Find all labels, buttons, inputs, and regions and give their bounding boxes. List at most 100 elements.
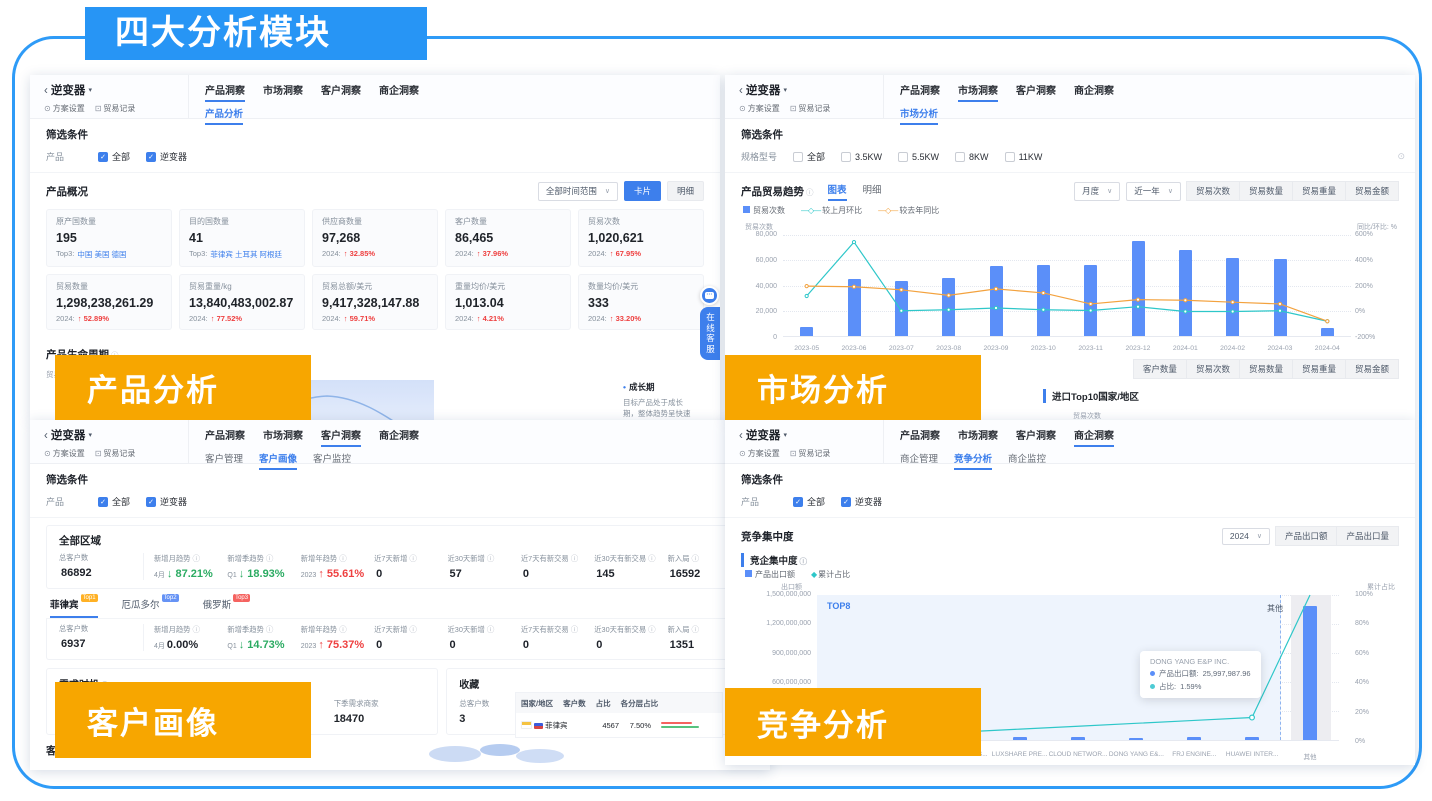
metric-button[interactable]: 贸易重量 (1291, 359, 1346, 379)
table-header-cell: 国家/地区 (521, 698, 554, 708)
main-tab[interactable]: 产品洞察 (900, 86, 940, 97)
spec-checkbox[interactable]: 5.5KW (898, 150, 939, 163)
info-icon: ⓘ (648, 625, 656, 634)
sub-tab[interactable]: 商企管理 (900, 454, 939, 465)
main-tab[interactable]: 客户洞察 (1016, 86, 1056, 97)
main-tab[interactable]: 客户洞察 (1016, 431, 1056, 442)
metric-button[interactable]: 贸易数量 (1238, 181, 1293, 201)
document-icon: ⊡ (789, 104, 797, 113)
metric-button[interactable]: 产品出口额 (1274, 526, 1338, 546)
top8-label: TOP8 (827, 601, 851, 611)
product-checkbox[interactable]: ✓ 逆变器 (146, 495, 187, 508)
view-tab[interactable]: 明细 (862, 184, 882, 196)
online-service-widget[interactable]: ··· 在线客服 (696, 286, 720, 360)
customer-stat: 总客户数 6937 (59, 624, 144, 651)
sub-tab[interactable]: 客户监控 (313, 454, 352, 465)
spec-checkbox[interactable]: 3.5KW (841, 150, 882, 163)
main-tab[interactable]: 商企洞察 (379, 86, 419, 97)
main-tab[interactable]: 市场洞察 (958, 431, 998, 442)
metric-button[interactable]: 产品出口量 (1336, 526, 1399, 546)
sub-tab[interactable]: 产品分析 (205, 106, 244, 125)
time-range-select[interactable]: 全部时间范围 ∨ (537, 181, 618, 201)
metric-button[interactable]: 贸易次数 (1185, 181, 1240, 201)
info-icon: ⓘ (799, 557, 808, 566)
metric-button[interactable]: 贸易金额 (1344, 359, 1399, 379)
trade-records-button[interactable]: ⊡ 贸易记录 (94, 449, 136, 458)
product-selector[interactable]: ‹ 逆变器 ▾ (739, 85, 788, 97)
table-header-cell: 占比 (595, 698, 611, 708)
trade-records-button[interactable]: ⊡ 贸易记录 (789, 449, 831, 458)
main-tab[interactable]: 客户洞察 (321, 427, 361, 447)
scheme-settings-button[interactable]: ⊙ 方案设置 (44, 104, 85, 113)
decorative-frame (12, 36, 1422, 789)
legend-line-icon: ◆ (811, 570, 817, 579)
spec-checkbox[interactable]: 8KW (955, 150, 989, 163)
main-tab[interactable]: 商企洞察 (1074, 427, 1114, 447)
metric-button[interactable]: 贸易数量 (1238, 359, 1293, 379)
info-icon: ⓘ (409, 625, 417, 634)
customer-stat: 新增季趋势 ⓘ Q1 ↓ 14.73% (227, 625, 285, 651)
sub-tab[interactable]: 商企监控 (1008, 454, 1047, 465)
metric-button[interactable]: 贸易次数 (1185, 359, 1240, 379)
stat-card: 贸易总额/美元 9,417,328,147.88 2024: ↑ 59.71% (312, 274, 438, 330)
bell-curve (260, 395, 394, 420)
main-tab[interactable]: 市场洞察 (263, 431, 303, 442)
right-axis-label: 累计占比 (1367, 584, 1395, 591)
spec-checkbox[interactable]: 全部 (793, 150, 825, 163)
scheme-settings-button[interactable]: ⊙ 方案设置 (739, 449, 780, 458)
main-tab[interactable]: 客户洞察 (321, 86, 361, 97)
trade-records-button[interactable]: ⊡ 贸易记录 (789, 104, 831, 113)
trade-records-button[interactable]: ⊡ 贸易记录 (94, 104, 136, 113)
customer-stat: 近7天有新交易 ⓘ 0 (520, 625, 579, 651)
sub-tab[interactable]: 客户管理 (205, 454, 244, 465)
document-icon: ⊡ (789, 449, 797, 458)
main-tab[interactable]: 商企洞察 (379, 431, 419, 442)
filter-title: 筛选条件 (741, 129, 783, 141)
view-tab[interactable]: 图表 (827, 182, 847, 201)
main-tab[interactable]: 商企洞察 (1074, 86, 1114, 97)
product-selector[interactable]: ‹ 逆变器 ▾ (739, 430, 788, 442)
product-selector[interactable]: ‹ 逆变器 ▾ (44, 85, 93, 97)
region-tab[interactable]: 厄瓜多尔 Top2 (121, 594, 179, 611)
top-badge: Top2 (161, 594, 179, 602)
main-tab[interactable]: 市场洞察 (263, 86, 303, 97)
growth-stage-card[interactable]: •成长期 目标产品处于成长期，整体趋势呈快速增长 (616, 376, 704, 420)
main-tab[interactable]: 产品洞察 (900, 431, 940, 442)
product-checkbox[interactable]: ✓ 逆变器 (841, 495, 882, 508)
spec-checkbox[interactable]: 11KW (1004, 150, 1042, 163)
main-tab[interactable]: 产品洞察 (205, 82, 245, 102)
scheme-settings-button[interactable]: ⊙ 方案设置 (44, 449, 85, 458)
sub-tab[interactable]: 市场分析 (900, 106, 939, 125)
info-icon: ⓘ (339, 625, 347, 634)
frequency-select[interactable]: 月度 ∨ (1074, 181, 1121, 201)
checkbox-checked-icon: ✓ (146, 151, 157, 162)
table-row[interactable]: 菲律宾 4567 7.50% (516, 713, 722, 737)
scheme-settings-button[interactable]: ⊙ 方案设置 (739, 104, 780, 113)
metric-button[interactable]: 贸易金额 (1344, 181, 1399, 201)
main-tab[interactable]: 市场洞察 (958, 82, 998, 102)
sub-tab[interactable]: 客户画像 (259, 451, 298, 470)
product-checkbox[interactable]: ✓ 全部 (98, 495, 130, 508)
lifecycle-stages: •成长期 目标产品处于成长期，整体趋势呈快速增长 •成熟期 目标产品处于成熟期，… (616, 376, 704, 420)
region-tab[interactable]: 菲律宾 Top1 (50, 594, 98, 618)
card-view-button[interactable]: 卡片 (623, 181, 661, 201)
year-select[interactable]: 2024 ∨ (1221, 527, 1270, 545)
world-map-fragment (429, 744, 564, 763)
chart-legend: 贸易次数 —◇— 较上月环比 —◇— 较去年同比 (743, 205, 1397, 216)
sub-tab[interactable]: 竞争分析 (954, 451, 993, 470)
customer-stat: 新增月趋势 ⓘ 4月 ↓ 87.21% (154, 554, 213, 580)
product-checkbox[interactable]: ✓ 全部 (98, 150, 130, 163)
region-tab[interactable]: 俄罗斯 Top3 (202, 594, 251, 611)
detail-view-button[interactable]: 明细 (666, 181, 704, 201)
product-checkbox[interactable]: ✓ 全部 (793, 495, 825, 508)
trend-chart: 贸易次数 —◇— 较上月环比 —◇— 较去年同比 贸易次数 同比/环比: % 80,… (743, 205, 1397, 355)
product-checkbox[interactable]: ✓ 逆变器 (146, 150, 187, 163)
lifecycle-chart: 贸易额 •成长期 目标产品处于成长期，整体趋势呈快速增长 •成熟期 目标产品处于… (46, 364, 704, 420)
info-icon: ⓘ (192, 625, 200, 634)
main-tab[interactable]: 产品洞察 (205, 431, 245, 442)
filter-collapse-icon[interactable]: ⊙ (1397, 151, 1405, 161)
product-selector[interactable]: ‹ 逆变器 ▾ (44, 430, 93, 442)
metric-button[interactable]: 客户数量 (1132, 359, 1187, 379)
range-select[interactable]: 近一年 ∨ (1126, 181, 1181, 201)
metric-button[interactable]: 贸易重量 (1291, 181, 1346, 201)
